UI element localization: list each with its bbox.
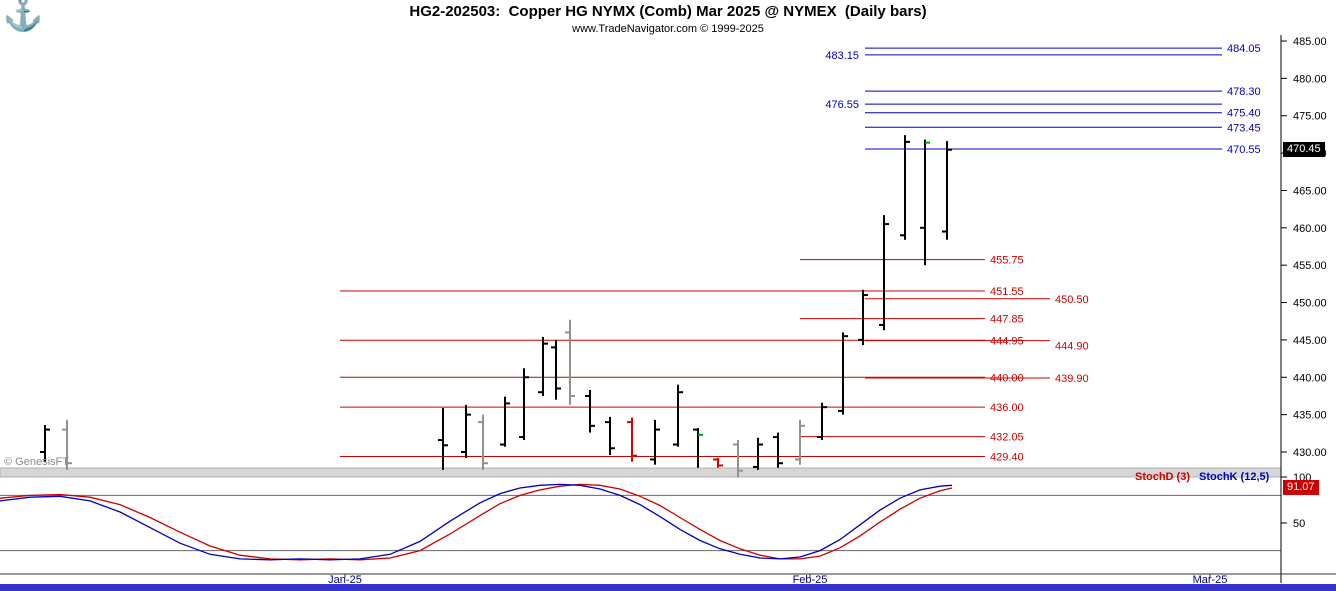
stochd-curve (0, 483, 953, 561)
genesisft-watermark: © GenesisFT (4, 456, 69, 468)
level-label: 475.40 (1227, 108, 1261, 120)
level-label: 470.55 (1227, 144, 1261, 156)
level-label: 429.40 (990, 451, 1024, 463)
level-label: 476.55 (825, 99, 859, 111)
level-label: 451.55 (990, 286, 1024, 298)
level-label: 432.05 (990, 432, 1024, 444)
level-label: 436.00 (990, 402, 1024, 414)
level-label: 473.45 (1227, 122, 1261, 134)
level-label: 455.75 (990, 255, 1024, 267)
anchor-icon: ⚓ (3, 0, 43, 32)
price-axis-label: 460.00 (1293, 223, 1327, 235)
stoch-axis-label: 50 (1293, 518, 1305, 530)
level-label: 447.85 (990, 314, 1024, 326)
last-price-badge: 470.45 (1283, 142, 1325, 157)
price-axis-label: 480.00 (1293, 73, 1327, 85)
level-label: 483.15 (825, 50, 859, 62)
level-label: 444.95 (990, 335, 1024, 347)
chart-title: HG2-202503: Copper HG NYMX (Comb) Mar 20… (409, 3, 927, 20)
stochd-legend-label[interactable]: StochD (3) (1135, 471, 1190, 483)
price-axis-label: 455.00 (1293, 260, 1327, 272)
stochk-legend-label[interactable]: StochK (12,5) (1199, 471, 1270, 483)
level-label: 484.05 (1227, 43, 1261, 55)
price-axis-label: 465.00 (1293, 185, 1327, 197)
price-axis-label: 475.00 (1293, 111, 1327, 123)
date-label: Jan-25 (328, 574, 362, 586)
level-label: 444.90 (1055, 341, 1089, 353)
price-axis-label: 485.00 (1293, 36, 1327, 48)
price-axis-label: 440.00 (1293, 372, 1327, 384)
price-axis-label: 450.00 (1293, 298, 1327, 310)
price-axis-label: 435.00 (1293, 410, 1327, 422)
panel-divider (0, 467, 1282, 478)
price-axis-label: 430.00 (1293, 447, 1327, 459)
level-label: 439.90 (1055, 373, 1089, 385)
level-label: 450.50 (1055, 294, 1089, 306)
date-label: Feb-25 (793, 574, 828, 586)
stoch-value-badge: 91.07 (1283, 480, 1319, 495)
bottom-scrollbar[interactable] (0, 584, 1336, 591)
price-axis-label: 445.00 (1293, 335, 1327, 347)
stochk-curve (0, 483, 953, 561)
chart-subtitle: www.TradeNavigator.com © 1999-2025 (572, 23, 764, 35)
level-label: 478.30 (1227, 86, 1261, 98)
date-label: Mar-25 (1193, 574, 1228, 586)
